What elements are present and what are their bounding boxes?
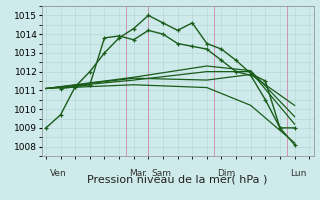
- X-axis label: Pression niveau de la mer( hPa ): Pression niveau de la mer( hPa ): [87, 175, 268, 185]
- Text: Ven: Ven: [50, 169, 67, 178]
- Text: Mar: Mar: [129, 169, 146, 178]
- Text: Sam: Sam: [151, 169, 171, 178]
- Text: Dim: Dim: [217, 169, 235, 178]
- Text: Lun: Lun: [290, 169, 307, 178]
